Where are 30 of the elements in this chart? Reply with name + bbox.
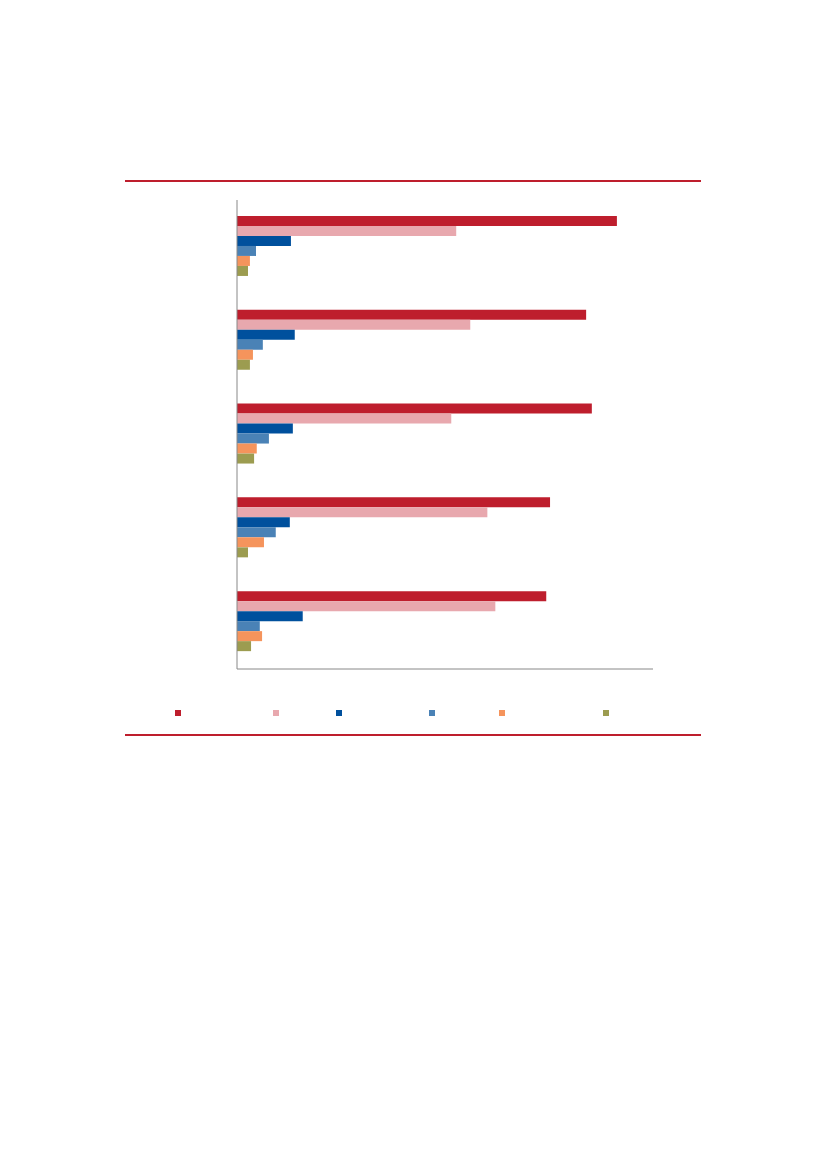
bar	[237, 527, 276, 538]
bar	[237, 423, 293, 434]
bar	[237, 359, 250, 370]
bar	[237, 339, 263, 350]
bar	[237, 245, 256, 256]
bar	[237, 215, 617, 226]
bar	[237, 329, 295, 340]
bar	[237, 537, 264, 548]
bar	[237, 255, 250, 266]
bar	[237, 443, 257, 454]
bar	[237, 621, 260, 632]
bar	[237, 497, 551, 508]
bar	[237, 453, 255, 464]
bar	[237, 433, 269, 444]
bar	[237, 641, 252, 652]
bar	[237, 309, 587, 320]
bar	[237, 413, 452, 424]
bar	[237, 319, 471, 330]
bar	[237, 547, 249, 558]
bar	[237, 225, 457, 236]
bar	[237, 591, 547, 602]
bar	[237, 349, 253, 360]
bar	[237, 403, 592, 414]
bar	[237, 507, 488, 518]
bar	[237, 611, 303, 622]
bar	[237, 517, 290, 528]
bar	[237, 601, 496, 612]
bar	[237, 631, 263, 642]
bar	[237, 235, 291, 246]
bar	[237, 265, 249, 276]
